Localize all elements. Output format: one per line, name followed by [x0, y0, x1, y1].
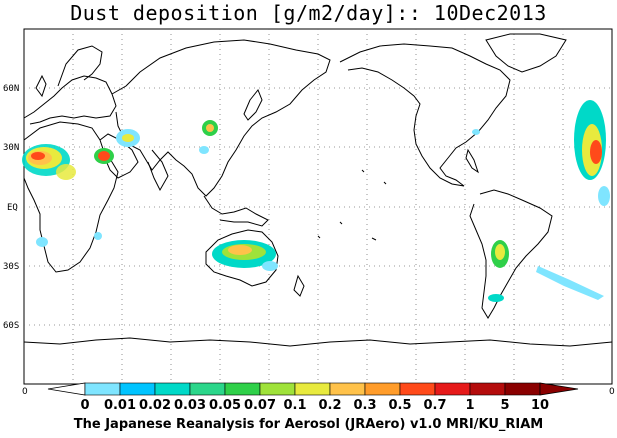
dust-patches — [22, 100, 610, 302]
colorbar-segment — [84, 382, 121, 396]
colorbar-tick-label: 0.2 — [318, 398, 341, 413]
colorbar-segment — [434, 382, 471, 396]
coast-antarctica — [23, 337, 613, 347]
colorbar-right-end-label: 0 — [609, 387, 615, 397]
colorbar-segment — [294, 382, 331, 396]
coast-greenland — [485, 33, 567, 73]
colorbar-segment — [329, 382, 366, 396]
coast-florida — [465, 148, 479, 174]
colorbar-segment — [504, 382, 541, 396]
colorbar-segment — [364, 382, 401, 396]
lat-label-30n: 30N — [3, 143, 19, 153]
colorbar-segment — [119, 382, 156, 396]
coast-scandinavia — [57, 45, 103, 87]
colorbar-tick-label: 0.05 — [209, 398, 241, 413]
colorbar-segment — [154, 382, 191, 396]
dust-central-asia — [199, 120, 218, 154]
colorbar-segment — [469, 382, 506, 396]
colorbar-tick-label: 5 — [500, 398, 509, 413]
colorbar-tick-label: 0.07 — [244, 398, 276, 413]
coastlines — [23, 33, 613, 347]
colorbar-tick-label: 10 — [531, 398, 549, 413]
lat-label-60n: 60N — [3, 84, 19, 94]
colorbar-tick-label: 0.7 — [423, 398, 446, 413]
colorbar-tick-label: 0.1 — [283, 398, 306, 413]
coast-north-america — [339, 43, 511, 187]
coast-new-zealand — [293, 274, 305, 297]
colorbar-tick-label: 0.02 — [139, 398, 171, 413]
coast-africa — [23, 121, 119, 273]
footer-credit: The Japanese Reanalysis for Aerosol (JRA… — [73, 417, 544, 432]
coast-india — [147, 149, 169, 192]
colorbar-segment — [189, 382, 226, 396]
colorbar-segment — [399, 382, 436, 396]
dust-north-atlantic — [472, 129, 480, 135]
coast-asia — [111, 39, 331, 197]
grid-lines — [24, 29, 612, 384]
colorbar: 0 0.01 0.02 0.03 0.05 0.07 0.1 0.2 0.3 0.5 0.7 1 5 10 — [47, 382, 579, 413]
coast-south-america — [469, 189, 553, 319]
colorbar-tick-label: 1 — [465, 398, 474, 413]
dust-sahara — [22, 144, 76, 180]
colorbar-left-end-label: 0 — [22, 387, 28, 397]
colorbar-tick-label: 0.01 — [104, 398, 136, 413]
colorbar-segment — [224, 382, 261, 396]
lat-label-eq: EQ — [7, 203, 18, 213]
colorbar-tick-label: 0.3 — [353, 398, 376, 413]
dust-atlantic-east — [574, 100, 610, 206]
map-frame — [23, 28, 613, 385]
lat-label-30s: 30S — [3, 262, 19, 272]
coast-australia — [205, 229, 279, 287]
latitude-labels: 60N 30N EQ 30S 60S — [3, 84, 19, 331]
colorbar-left-arrow — [47, 382, 86, 396]
colorbar-tick-label: 0.5 — [388, 398, 411, 413]
coast-pacific-islands — [317, 169, 387, 241]
coast-se-asia — [203, 195, 269, 227]
coast-arabia — [99, 133, 139, 179]
map-title: Dust deposition [g/m2/day]:: 10Dec2013 — [70, 1, 547, 25]
dust-arabia — [94, 129, 140, 164]
colorbar-right-arrow — [539, 382, 579, 396]
dust-south-america — [488, 240, 604, 302]
colorbar-segment — [259, 382, 296, 396]
dust-australia — [212, 240, 278, 271]
coast-japan — [243, 89, 263, 121]
lat-label-60s: 60S — [3, 321, 19, 331]
dust-southern-africa — [36, 232, 102, 247]
colorbar-tick-label: 0 — [80, 398, 89, 413]
coast-uk — [35, 74, 47, 98]
colorbar-tick-label: 0.03 — [174, 398, 206, 413]
